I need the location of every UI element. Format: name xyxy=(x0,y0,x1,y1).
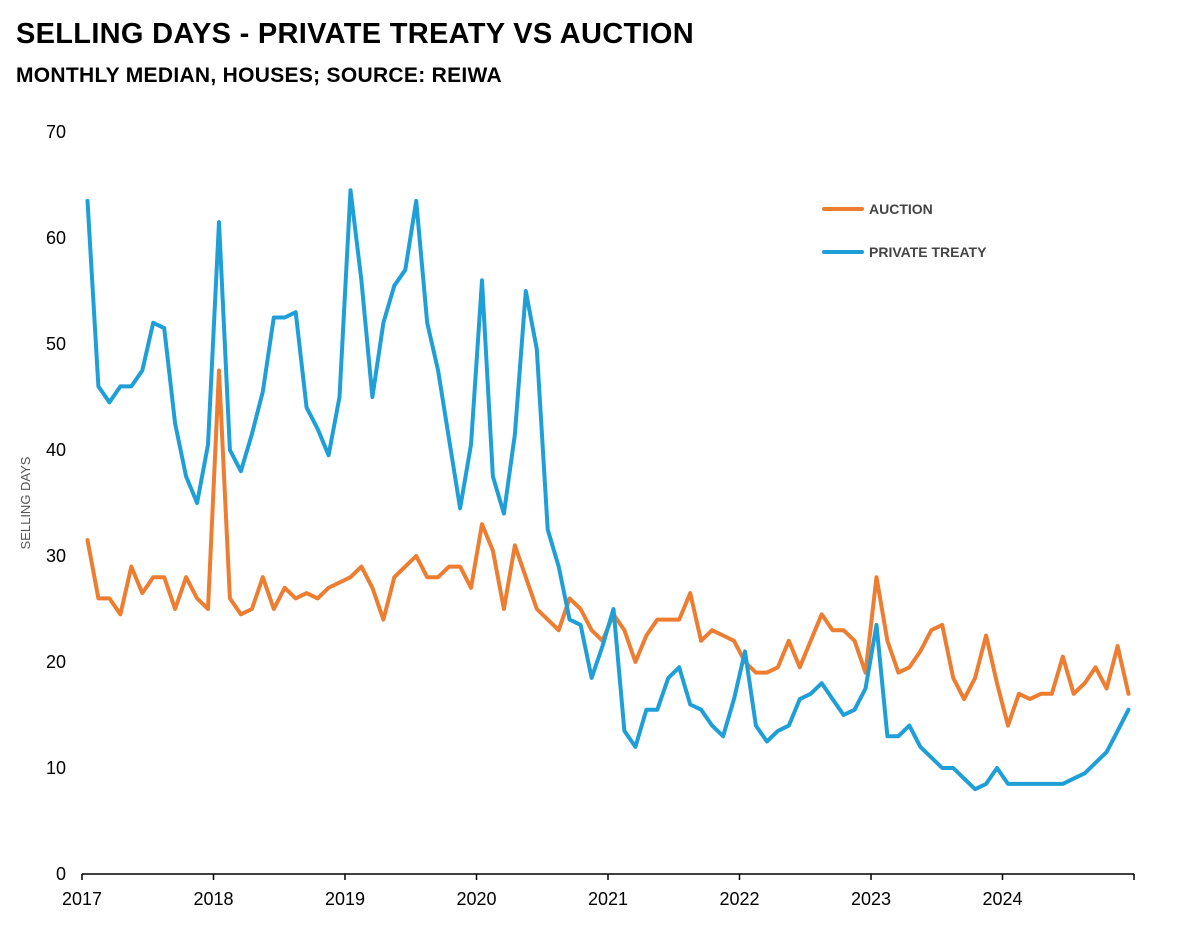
chart-title: SELLING DAYS - PRIVATE TREATY VS AUCTION xyxy=(16,18,694,50)
x-tick-label: 2023 xyxy=(851,889,891,909)
x-tick-label: 2020 xyxy=(456,889,496,909)
x-tick-label: 2019 xyxy=(325,889,365,909)
y-axis-label: SELLING DAYS xyxy=(18,456,33,549)
legend-label-private-treaty: PRIVATE TREATY xyxy=(869,244,987,260)
series-line-auction xyxy=(85,368,1131,728)
chart-subtitle: MONTHLY MEDIAN, HOUSES; SOURCE: REIWA xyxy=(16,64,502,87)
y-tick-label: 10 xyxy=(46,758,66,778)
y-tick-label: 0 xyxy=(56,864,66,884)
legend: AUCTION PRIVATE TREATY xyxy=(822,201,987,260)
x-tick-label: 2017 xyxy=(62,889,102,909)
x-tick-label: 2021 xyxy=(588,889,628,909)
y-tick-label: 40 xyxy=(46,440,66,460)
y-tick-label: 70 xyxy=(46,122,66,142)
series-lines xyxy=(85,188,1131,792)
x-tick-label: 2024 xyxy=(982,889,1022,909)
legend-label-auction: AUCTION xyxy=(869,201,933,217)
y-tick-label: 50 xyxy=(46,334,66,354)
series-line-private-treaty xyxy=(85,188,1131,792)
y-tick-label: 30 xyxy=(46,546,66,566)
axes: 2017 2018 2019 2020 2021 2022 2023 2024 0 10 20 30 4… xyxy=(18,122,1135,909)
y-tick-label: 20 xyxy=(46,652,66,672)
y-tick-label: 60 xyxy=(46,228,66,248)
x-tick-label: 2018 xyxy=(193,889,233,909)
x-tick-label: 2022 xyxy=(719,889,759,909)
